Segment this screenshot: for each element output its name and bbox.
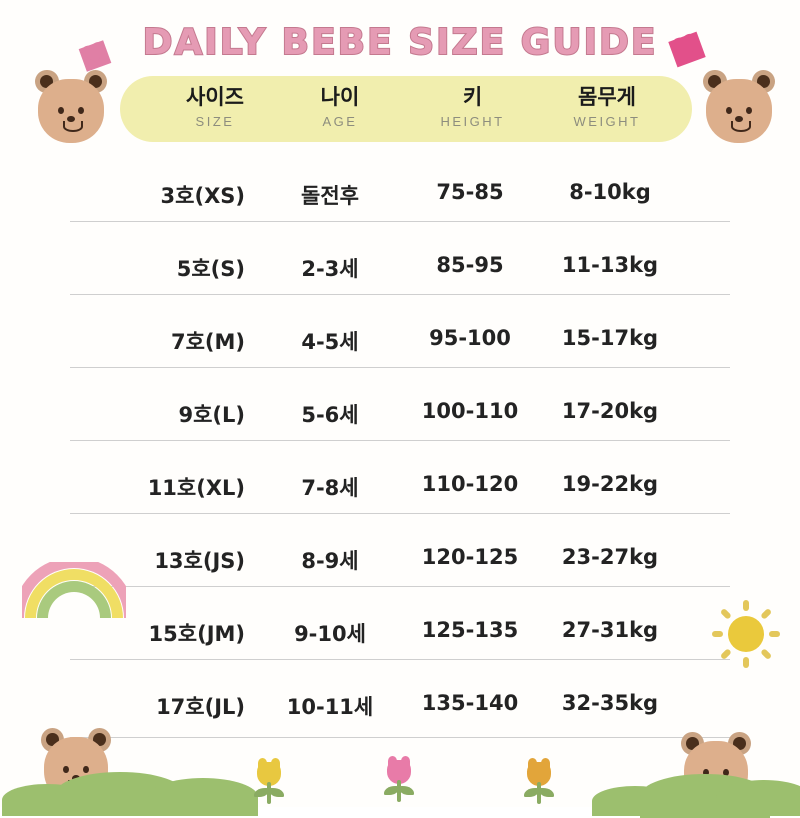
bear-icon-top-left: [32, 68, 110, 146]
cell-age: 9-10세: [294, 622, 366, 646]
bear-head: [38, 78, 104, 143]
column-header-weight-en: WEIGHT: [573, 114, 641, 130]
column-header-height: 키 HEIGHT: [400, 84, 545, 129]
cell-size: 15호(JM): [148, 622, 245, 646]
column-header-weight: 몸무게 WEIGHT: [532, 84, 682, 129]
cell-height: 95-100: [429, 326, 511, 350]
row-divider: [70, 659, 730, 660]
cell-height: 75-85: [436, 180, 504, 204]
row-divider: [70, 737, 730, 738]
cell-age: 4-5세: [301, 330, 359, 354]
cell-height: 110-120: [421, 472, 519, 496]
tulip-icon-pink: [382, 756, 416, 804]
row-divider: [70, 367, 730, 368]
table-header-bar: 사이즈 SIZE 나이 AGE 키 HEIGHT 몸무게 WEIGHT: [120, 76, 692, 142]
cell-weight: 17-20kg: [561, 399, 659, 423]
cell-size: 3호(XS): [160, 184, 245, 208]
row-divider: [70, 440, 730, 441]
column-header-height-en: HEIGHT: [440, 114, 505, 130]
cell-age: 7-8세: [301, 476, 359, 500]
cell-size: 11호(XL): [147, 476, 245, 500]
sun-icon: [712, 600, 780, 668]
bear-head: [706, 78, 772, 143]
cell-age: 5-6세: [301, 403, 359, 427]
page-title: DAILY BEBE SIZE GUIDE: [142, 21, 658, 64]
column-header-size-ko: 사이즈: [186, 85, 244, 109]
bush-shape: [716, 780, 800, 816]
cell-weight: 32-35kg: [561, 691, 659, 715]
column-header-age: 나이 AGE: [270, 84, 410, 129]
column-header-size: 사이즈 SIZE: [140, 84, 290, 129]
cell-age: 8-9세: [301, 549, 359, 573]
cell-height: 135-140: [421, 691, 519, 715]
cell-weight: 23-27kg: [561, 545, 659, 569]
column-header-size-en: SIZE: [195, 114, 235, 130]
column-header-age-en: AGE: [322, 114, 358, 130]
column-header-age-ko: 나이: [320, 85, 360, 109]
rainbow-icon: [22, 562, 126, 618]
column-header-weight-ko: 몸무게: [578, 85, 636, 109]
cell-weight: 19-22kg: [561, 472, 659, 496]
cell-weight: 15-17kg: [561, 326, 659, 350]
cell-weight: 11-13kg: [561, 253, 659, 277]
cell-age: 10-11세: [286, 695, 374, 719]
cell-height: 100-110: [421, 399, 519, 423]
cell-size: 7호(M): [170, 330, 245, 354]
column-header-height-ko: 키: [462, 85, 483, 109]
cell-age: 돌전후: [301, 184, 359, 208]
cell-weight: 27-31kg: [561, 618, 659, 642]
row-divider: [70, 513, 730, 514]
tulip-icon-orange: [522, 758, 556, 806]
bear-icon-top-right: [700, 68, 778, 146]
row-divider: [70, 586, 730, 587]
row-divider: [70, 294, 730, 295]
bush-shape: [148, 778, 258, 816]
cell-size: 17호(JL): [156, 695, 245, 719]
cell-height: 120-125: [421, 545, 519, 569]
row-divider: [70, 221, 730, 222]
cell-height: 85-95: [436, 253, 504, 277]
cell-size: 9호(L): [178, 403, 245, 427]
cell-height: 125-135: [421, 618, 519, 642]
cell-weight: 8-10kg: [569, 180, 651, 204]
cell-size: 13호(JS): [154, 549, 245, 573]
cell-size: 5호(S): [176, 257, 245, 281]
cell-age: 2-3세: [301, 257, 359, 281]
tulip-icon-yellow: [252, 758, 286, 806]
